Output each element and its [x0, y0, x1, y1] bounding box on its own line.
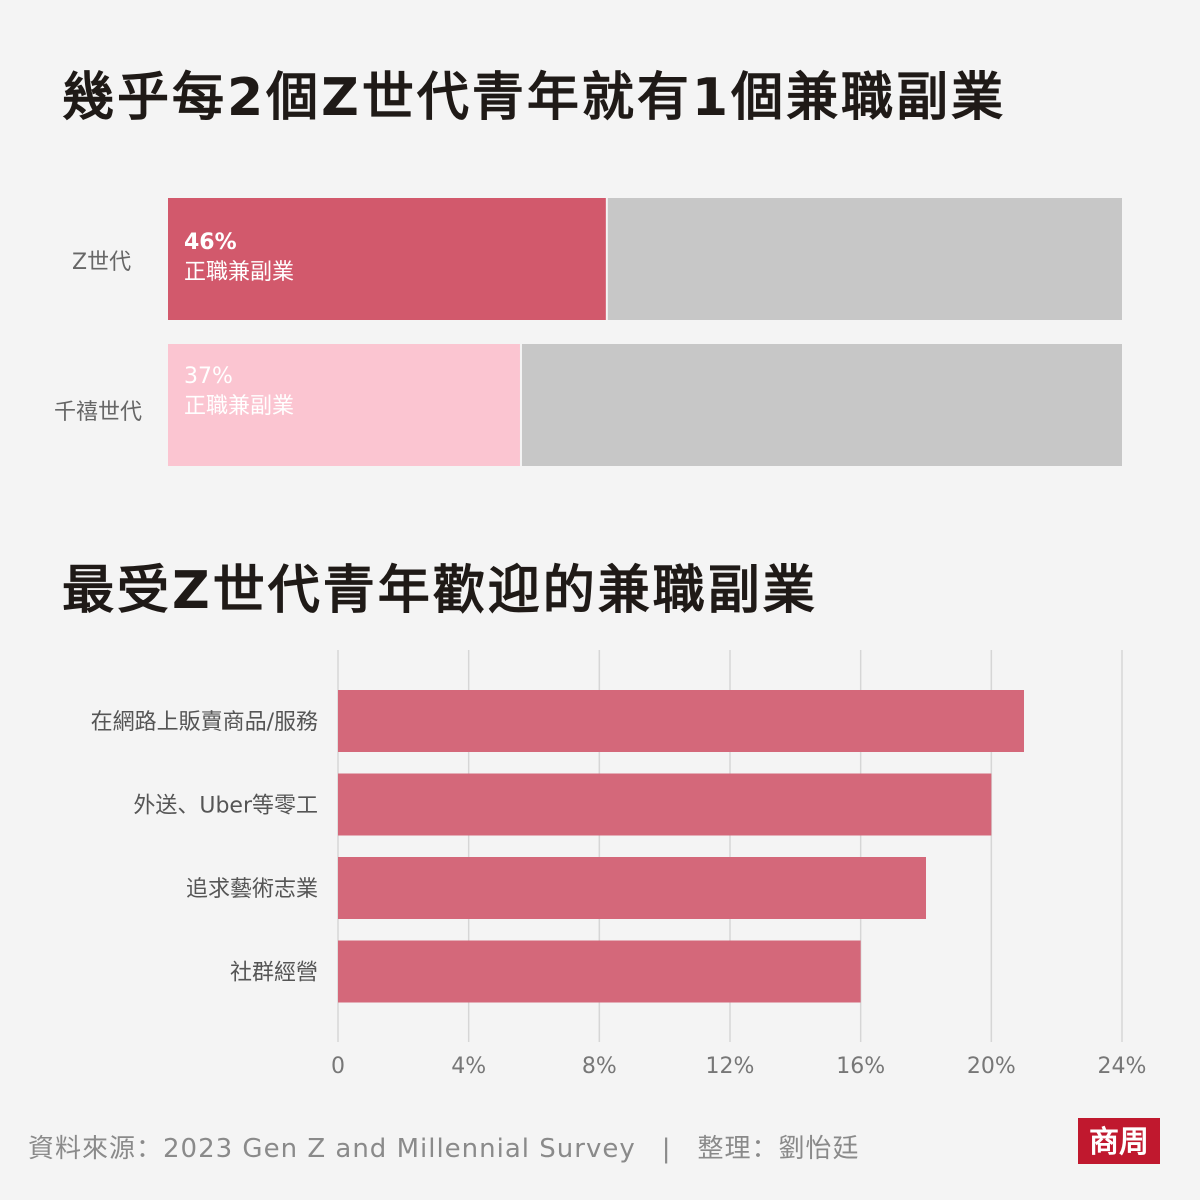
chart-title-side-job: 幾乎每2個Z世代青年就有1個兼職副業	[62, 68, 1007, 128]
chart2-x-tick-label: 20%	[967, 1054, 1016, 1079]
chart2-bar	[338, 690, 1024, 752]
chart1-category-label-millennial: 千禧世代	[54, 400, 143, 425]
chart1-value-label-millennial: 37%	[184, 364, 233, 389]
footer-separator: |	[661, 1134, 672, 1164]
chart1-series-label-millennial: 正職兼副業	[184, 394, 295, 419]
chart1-data-label-genz: 46% 正職兼副業	[184, 228, 294, 288]
chart2-x-tick-label: 8%	[582, 1054, 617, 1079]
chart2-x-tick-label: 4%	[451, 1054, 486, 1079]
chart2-category-label: 追求藝術志業	[186, 877, 318, 902]
footer: 資料來源：2023 Gen Z and Millennial Survey | 整理…	[28, 1128, 860, 1165]
chart2-bar	[338, 940, 861, 1003]
brand-logo: 商周	[1078, 1118, 1160, 1164]
chart1-category-label-genz: Z世代	[72, 250, 132, 275]
source-text: 資料來源：2023 Gen Z and Millennial Survey	[28, 1134, 636, 1164]
chart2-x-tick-label: 16%	[836, 1054, 885, 1079]
chart2-category-label: 外送、Uber等零工	[133, 794, 318, 819]
chart2-category-label: 社群經營	[230, 961, 318, 986]
chart1-value-label-genz: 46%	[184, 230, 237, 255]
chart2-x-tick-label: 12%	[706, 1054, 755, 1079]
chart2-category-label: 在網路上販賣商品/服務	[91, 710, 318, 735]
editor-text: 整理：劉怡廷	[697, 1134, 860, 1164]
chart1-series-label-genz: 正職兼副業	[184, 260, 295, 285]
chart2-x-tick-label: 0	[331, 1054, 345, 1079]
chart2-bar	[338, 773, 992, 836]
chart2-bar	[338, 857, 926, 919]
chart-title-popular-jobs: 最受Z世代青年歡迎的兼職副業	[62, 561, 818, 621]
chart2-x-tick-label: 24%	[1098, 1054, 1147, 1079]
chart1-data-label-millennial: 37% 正職兼副業	[184, 362, 294, 422]
